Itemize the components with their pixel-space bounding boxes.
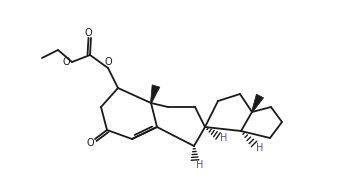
Polygon shape	[252, 94, 264, 112]
Text: H: H	[220, 133, 228, 143]
Text: O: O	[84, 28, 92, 38]
Text: O: O	[86, 138, 94, 148]
Polygon shape	[150, 85, 160, 103]
Text: O: O	[62, 57, 70, 67]
Text: O: O	[104, 57, 112, 67]
Text: H: H	[256, 143, 264, 153]
Text: H: H	[196, 160, 204, 170]
